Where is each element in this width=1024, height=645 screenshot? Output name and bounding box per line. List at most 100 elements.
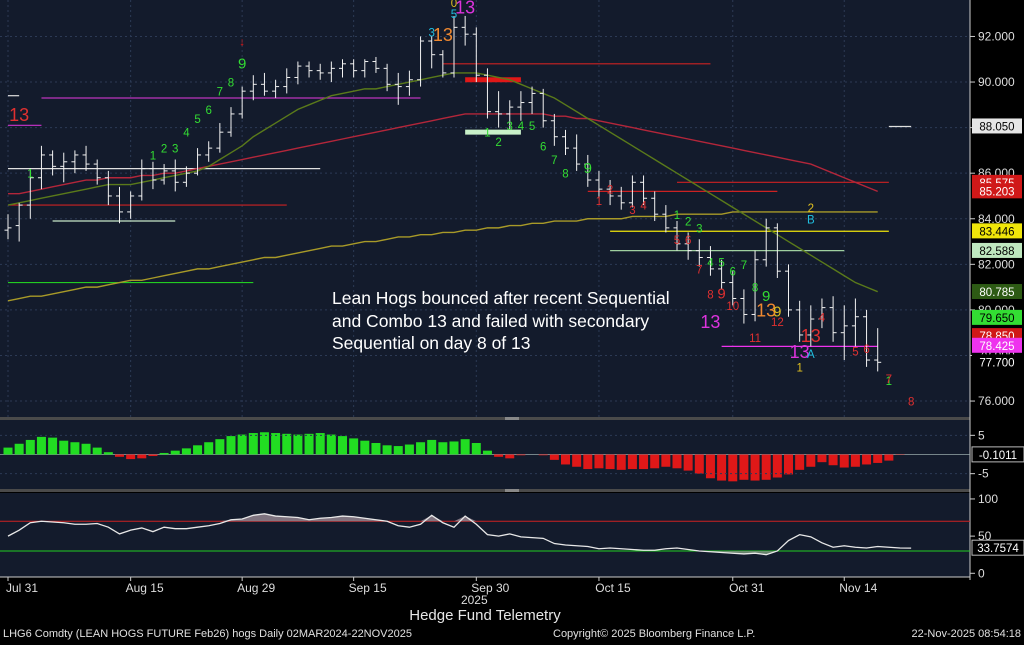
oscillator-bar <box>772 454 782 478</box>
ohlc-bar <box>405 70 413 96</box>
oscillator-value-label: -0.1011 <box>971 446 1024 463</box>
price-label-value: 85.203 <box>979 186 1014 198</box>
oscillator-bar <box>672 454 682 469</box>
ohlc-bar <box>160 164 168 185</box>
rsi-value-box <box>971 539 1024 556</box>
price-label: 88.050 <box>972 118 1022 134</box>
price-axis-label: 92.000 <box>978 29 1015 43</box>
sequential-count-label: 3 <box>172 144 178 156</box>
ohlc-bar <box>361 59 369 78</box>
oscillator-bar <box>839 454 849 468</box>
ohlc-bar <box>60 152 68 183</box>
sequential-count-label: 8 <box>562 169 568 181</box>
ohlc-bar <box>528 86 536 114</box>
ohlc-bar <box>829 296 837 342</box>
sequential-count-label: 3 <box>507 121 513 133</box>
x-axis-label: Jul 31 <box>6 581 38 595</box>
sequential-count-label: 2 <box>495 137 501 149</box>
price-axis-label: 76.000 <box>978 394 1015 408</box>
oscillator-bar <box>471 443 481 455</box>
ohlc-bar <box>740 289 748 324</box>
oscillator-bar <box>639 454 649 470</box>
sequential-count-label: 9 <box>773 304 781 321</box>
ohlc-bar <box>238 86 246 119</box>
ohlc-bar <box>807 305 815 347</box>
oscillator-bar <box>728 454 738 482</box>
oscillator-axis-label: 5 <box>978 428 985 442</box>
ohlc-bar <box>796 300 804 342</box>
price-label-box <box>972 354 1022 370</box>
price-axis-label: 84.000 <box>978 212 1015 226</box>
oscillator-bar <box>25 439 35 455</box>
oscillator-bar <box>315 433 325 455</box>
oscillator-bar <box>326 434 336 455</box>
ohlc-bar <box>562 129 569 155</box>
sequential-count-label: 2 <box>161 144 167 156</box>
sequential-count-label: 13 <box>700 312 720 332</box>
oscillator-bar <box>237 434 247 455</box>
price-label-box <box>972 242 1022 258</box>
oscillator-bar <box>717 454 727 481</box>
sequential-count-label: 1 <box>150 151 156 163</box>
sequential-count-label: 5 <box>451 9 457 21</box>
ohlc-bar <box>851 298 859 347</box>
price-label: 78.425 <box>972 337 1022 353</box>
sequential-count-label: 6 <box>205 105 211 117</box>
sequential-count-label: 7 <box>551 155 557 167</box>
sequential-count-label: 3 <box>696 223 702 235</box>
sequential-count-label: 2 <box>685 217 691 229</box>
oscillator-bar <box>304 433 314 455</box>
price-label-value: 78.425 <box>979 341 1014 353</box>
price-label-box <box>972 309 1022 325</box>
sequential-count-label: B <box>807 214 815 226</box>
oscillator-bar <box>215 439 225 455</box>
price-axis-label: 90.000 <box>978 75 1015 89</box>
x-axis-year-label: 2025 <box>461 593 488 607</box>
oscillator-bar <box>92 447 102 455</box>
oscillator-bar <box>561 454 570 465</box>
sequential-count-label: 5 <box>194 114 200 126</box>
oscillator-bar <box>427 439 437 455</box>
price-label-value: 80.785 <box>979 287 1014 299</box>
sequential-count-label: 9 <box>238 55 246 72</box>
oscillator-bar <box>3 447 13 455</box>
sequential-count-label: 6 <box>685 235 691 247</box>
ohlc-bar <box>472 27 480 83</box>
ohlc-bar <box>684 232 692 260</box>
oscillator-bar <box>449 441 459 455</box>
sequential-count-label: 13 <box>756 301 776 321</box>
oscillator-bar <box>795 454 805 470</box>
oscillator-bar <box>349 438 359 455</box>
ohlc-bar <box>483 68 491 119</box>
x-axis-label: Sep 30 <box>471 581 509 595</box>
sequential-count-label: 5 <box>674 235 680 247</box>
oscillator-bar <box>115 454 124 457</box>
price-label-value: 82.588 <box>979 246 1014 258</box>
oscillator-bar <box>103 452 113 455</box>
x-axis-label: Oct 15 <box>595 581 631 595</box>
ohlc-bar <box>127 191 135 219</box>
price-label: 83.446 <box>972 223 1022 239</box>
oscillator-bar <box>293 434 303 455</box>
ohlc-bar <box>595 170 603 199</box>
x-axis-label: Aug 15 <box>126 581 164 595</box>
panel-divider <box>0 417 970 420</box>
price-label-box <box>972 337 1022 353</box>
oscillator-bar <box>416 442 426 455</box>
ohlc-bar <box>260 72 268 96</box>
ohlc-bar <box>651 191 659 222</box>
ohlc-bar <box>4 214 12 240</box>
price-label-box <box>972 223 1022 239</box>
oscillator-bar <box>126 454 136 460</box>
sequential-count-label: 7 <box>741 260 747 272</box>
oscillator-bar <box>393 446 403 455</box>
oscillator-bar <box>59 440 69 455</box>
ohlc-bar <box>762 218 770 267</box>
oscillator-bar <box>226 436 236 455</box>
panel-splitter-handle <box>505 489 519 492</box>
oscillator-value-text: -0.1011 <box>979 450 1017 462</box>
price-label-value: 77.700 <box>979 357 1014 369</box>
ohlc-bar <box>294 61 302 85</box>
oscillator-bar <box>137 454 147 459</box>
rsi-axis-label: 50 <box>978 529 992 543</box>
